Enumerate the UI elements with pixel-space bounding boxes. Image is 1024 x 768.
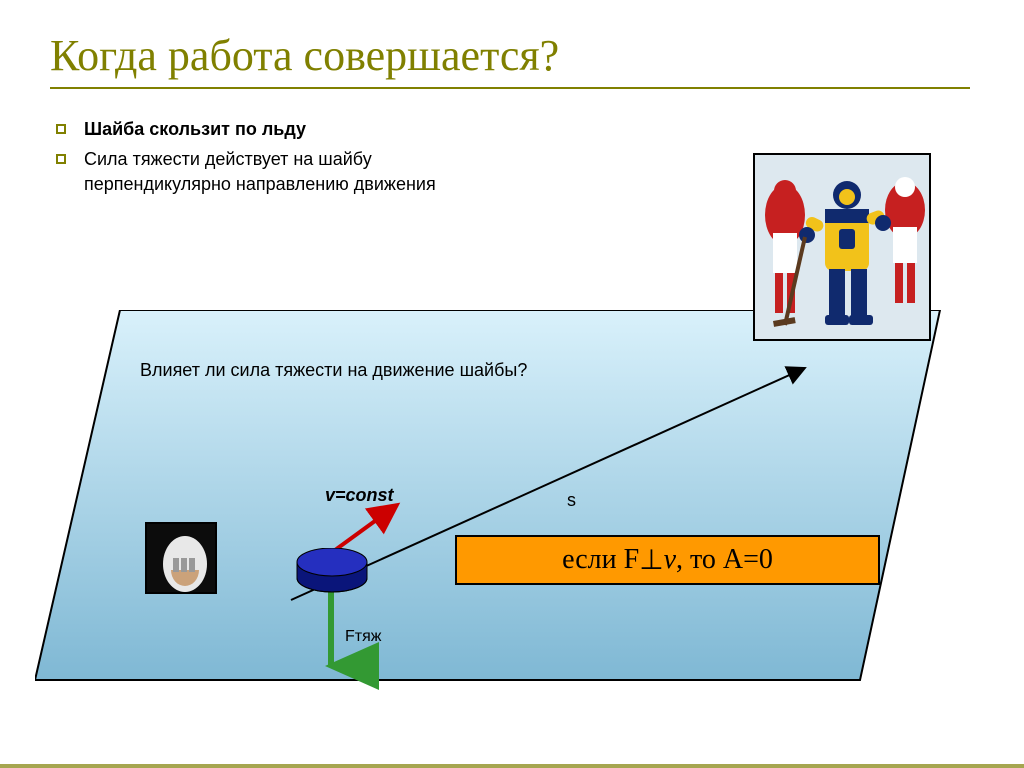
slide-title: Когда работа совершается? [50,30,974,81]
formula-box: если F ⊥ v , то A=0 [455,535,880,585]
footer-accent [0,764,1024,768]
title-block: Когда работа совершается? [50,30,974,89]
bullet-icon [56,154,66,164]
bullet-item: Шайба скользит по льду [56,117,974,141]
title-underline [50,87,970,89]
bullet-text-2: Сила тяжести действует на шайбу перпенди… [84,147,514,196]
bullet-icon [56,124,66,134]
ftyazh-label: Fтяж [345,628,381,646]
puck [295,548,370,598]
perp-symbol: ⊥ [639,543,663,577]
formula-v: v [664,544,676,576]
vconst-label: v=const [325,485,394,506]
ice-plane-container: Влияет ли сила тяжести на движение шайбы… [35,310,995,730]
question-text: Влияет ли сила тяжести на движение шайбы… [140,360,527,381]
s-label: s [567,490,576,511]
hockey-photo [753,153,931,341]
formula-suffix: , то A=0 [676,544,773,576]
goalie-photo [145,522,217,594]
formula-prefix: если F [562,544,639,576]
bullet-text-1: Шайба скользит по льду [84,117,306,141]
